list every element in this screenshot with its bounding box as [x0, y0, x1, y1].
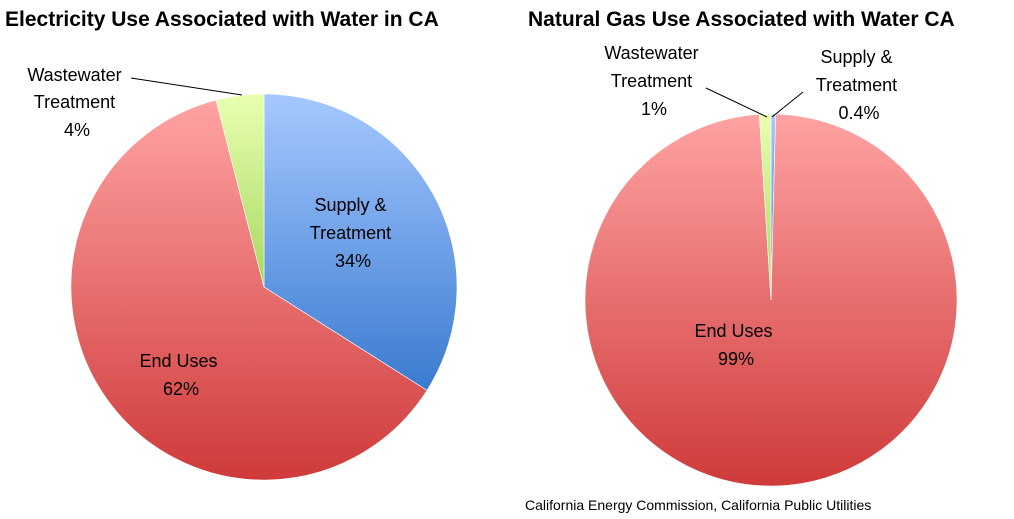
electricity-wastewater-label-line2: Treatment — [34, 92, 115, 112]
electricity-pie-chart: Electricity Use Associated with Water in… — [5, 8, 458, 481]
source-caption: California Energy Commission, California… — [525, 497, 871, 513]
natural-gas-wastewater-value: 1% — [641, 99, 667, 119]
natural-gas-supply-label-line1: Supply & — [820, 47, 892, 67]
electricity-slice-wastewater-treatment — [215, 93, 265, 288]
natural-gas-wastewater-leader-line — [705, 87, 768, 118]
natural-gas-chart-title: Natural Gas Use Associated with Water CA — [528, 8, 955, 31]
electricity-wastewater-label-line1: Wastewater — [27, 65, 121, 85]
electricity-wastewater-leader-line — [130, 77, 243, 96]
natural-gas-wastewater-label-line1: Wastewater — [604, 43, 698, 63]
electricity-enduses-label-line1: End Uses — [139, 351, 217, 371]
natural-gas-supply-leader-line — [771, 91, 804, 118]
electricity-supply-label: Supply & Treatment 34% — [310, 195, 396, 271]
natural-gas-pie-slices — [584, 113, 958, 487]
natural-gas-enduses-value: 99% — [718, 349, 754, 369]
natural-gas-slice-end-uses — [584, 113, 958, 487]
electricity-supply-label-line1: Supply & — [314, 195, 386, 215]
electricity-enduses-label: End Uses 62% — [139, 351, 222, 399]
electricity-pie-slices — [70, 93, 458, 481]
electricity-wastewater-label: Wastewater Treatment 4% — [27, 65, 126, 140]
natural-gas-enduses-label-line1: End Uses — [694, 321, 772, 341]
electricity-slice-end-uses — [70, 99, 428, 481]
natural-gas-supply-label-line2: Treatment — [816, 75, 897, 95]
electricity-enduses-value: 62% — [163, 379, 199, 399]
natural-gas-slice-wastewater-treatment — [759, 113, 772, 301]
natural-gas-supply-value: 0.4% — [838, 103, 879, 123]
electricity-slice-supply-and-treatment — [263, 93, 458, 391]
electricity-chart-title: Electricity Use Associated with Water in… — [5, 8, 439, 31]
natural-gas-wastewater-label: Wastewater Treatment 1% — [604, 43, 703, 119]
electricity-wastewater-value: 4% — [64, 120, 90, 140]
natural-gas-pie-chart: Natural Gas Use Associated with Water CA… — [528, 8, 958, 487]
natural-gas-enduses-label: End Uses 99% — [694, 321, 777, 369]
electricity-supply-value: 34% — [335, 251, 371, 271]
natural-gas-supply-label: Supply & Treatment 0.4% — [816, 47, 902, 123]
natural-gas-wastewater-label-line2: Treatment — [611, 71, 692, 91]
electricity-supply-label-line2: Treatment — [310, 223, 391, 243]
